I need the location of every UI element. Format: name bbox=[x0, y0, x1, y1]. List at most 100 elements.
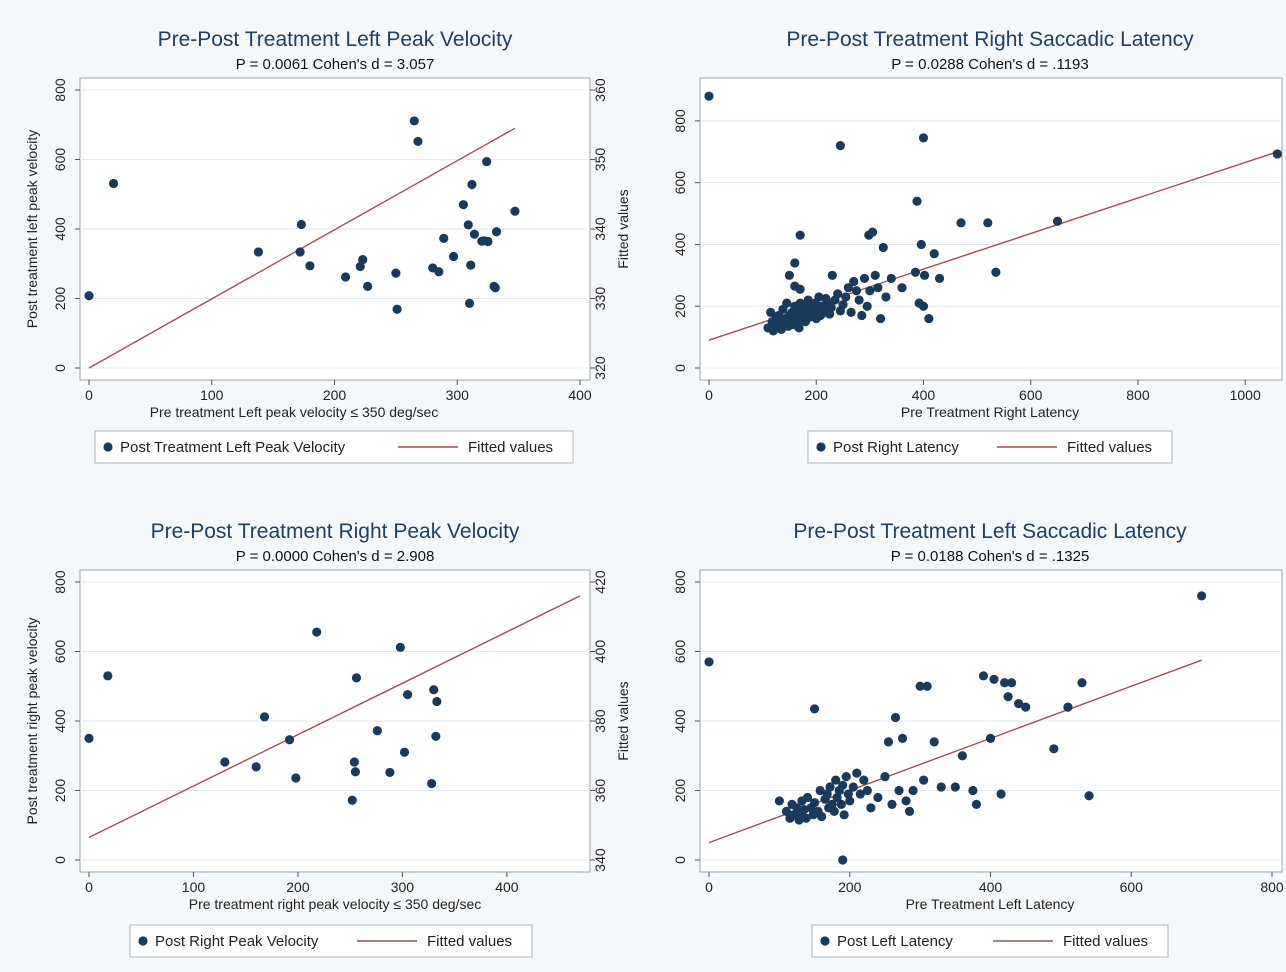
legend-box bbox=[94, 430, 574, 464]
data-point bbox=[448, 251, 459, 262]
x-tick-label: 400 bbox=[979, 879, 1003, 895]
data-point bbox=[467, 179, 477, 190]
data-point bbox=[814, 292, 824, 302]
data-point bbox=[918, 133, 929, 143]
data-point bbox=[795, 230, 805, 240]
legend-label-scatter: Post Treatment Left Peak Velocity bbox=[120, 439, 346, 456]
y-tick-label: 800 bbox=[672, 570, 688, 594]
data-point bbox=[355, 261, 365, 272]
data-point bbox=[291, 773, 301, 783]
data-point bbox=[887, 799, 897, 810]
y-tick-label: 600 bbox=[52, 640, 68, 664]
data-point bbox=[358, 254, 368, 265]
legend: Post Right Peak Velocity Fitted values bbox=[129, 924, 533, 958]
data-point bbox=[851, 286, 862, 296]
data-point bbox=[841, 772, 851, 782]
y2-tick-label: 400 bbox=[592, 640, 608, 664]
data-point bbox=[1021, 702, 1031, 712]
y-tick-label: 0 bbox=[672, 364, 688, 372]
data-point bbox=[832, 792, 842, 803]
x-tick-label: 400 bbox=[495, 879, 519, 895]
data-point bbox=[901, 796, 911, 806]
data-point bbox=[833, 289, 843, 299]
x-tick-label: 600 bbox=[1019, 387, 1043, 403]
y-tick-label: 0 bbox=[52, 856, 68, 864]
chart-subtitle: P = 0.0288 Cohen's d = .1193 bbox=[891, 56, 1088, 73]
data-point bbox=[897, 733, 908, 743]
data-point bbox=[971, 799, 982, 810]
data-point bbox=[919, 270, 930, 280]
data-point bbox=[794, 815, 804, 825]
data-point bbox=[790, 258, 800, 268]
data-point bbox=[870, 270, 880, 280]
legend-label-fitted: Fitted values bbox=[1063, 933, 1148, 950]
x-tick-label: 0 bbox=[85, 387, 93, 403]
data-point bbox=[881, 292, 891, 302]
data-point bbox=[340, 272, 351, 282]
y-tick-label: 400 bbox=[52, 217, 68, 241]
chart-panel-4: Pre-Post Treatment Left Saccadic Latency… bbox=[672, 520, 1284, 958]
data-point bbox=[991, 267, 1001, 277]
data-point bbox=[890, 712, 901, 723]
data-point bbox=[385, 767, 395, 778]
data-point bbox=[347, 795, 357, 805]
data-point bbox=[482, 156, 492, 167]
x-tick-label: 0 bbox=[85, 879, 93, 895]
data-point bbox=[873, 283, 883, 293]
data-point bbox=[894, 785, 904, 796]
legend-label-fitted: Fitted values bbox=[427, 933, 512, 950]
data-point bbox=[434, 267, 444, 277]
data-point bbox=[295, 247, 305, 257]
data-point bbox=[829, 806, 839, 816]
data-point bbox=[809, 798, 820, 808]
chart-subtitle: P = 0.0061 Cohen's d = 3.057 bbox=[236, 56, 435, 73]
data-point bbox=[878, 242, 888, 253]
fitted-line bbox=[88, 595, 581, 839]
data-point bbox=[862, 301, 872, 311]
data-point bbox=[866, 803, 876, 813]
data-point bbox=[854, 295, 864, 305]
legend-label-scatter: Post Left Latency bbox=[837, 933, 953, 950]
data-point bbox=[491, 227, 502, 237]
data-point bbox=[391, 268, 401, 278]
legend-marker bbox=[816, 442, 826, 452]
data-point bbox=[957, 751, 967, 761]
data-point bbox=[466, 260, 476, 270]
data-point bbox=[784, 270, 795, 280]
y2-tick-label: 340 bbox=[592, 848, 608, 872]
x-tick-label: 800 bbox=[1126, 387, 1150, 403]
legend-label-fitted: Fitted values bbox=[1067, 439, 1152, 456]
data-point bbox=[103, 671, 113, 681]
data-point bbox=[983, 218, 993, 228]
data-point bbox=[1014, 699, 1024, 709]
x-tick-label: 800 bbox=[1260, 879, 1284, 895]
data-point bbox=[883, 737, 894, 747]
data-point bbox=[929, 249, 939, 259]
y2-tick-label: 360 bbox=[592, 779, 608, 803]
data-point bbox=[774, 796, 784, 806]
data-point bbox=[936, 782, 946, 792]
data-point bbox=[912, 196, 922, 206]
data-point bbox=[956, 218, 966, 228]
data-point bbox=[363, 281, 373, 291]
x-axis-label: Pre Treatment Right Latency bbox=[901, 404, 1079, 420]
x-tick-label: 200 bbox=[286, 879, 310, 895]
chart-panel-3: Pre-Post Treatment Right Peak Velocity P … bbox=[24, 520, 631, 958]
data-point bbox=[464, 298, 475, 308]
data-point bbox=[296, 219, 306, 230]
data-point bbox=[867, 227, 878, 237]
data-point bbox=[1049, 744, 1059, 754]
data-point bbox=[873, 792, 883, 803]
y2-tick-label: 350 bbox=[592, 148, 608, 172]
y2-tick-label: 380 bbox=[592, 709, 608, 733]
legend-label-fitted: Fitted values bbox=[468, 439, 553, 456]
x-axis-label: Pre treatment Left peak velocity ≤ 350 d… bbox=[150, 404, 439, 420]
x-tick-label: 100 bbox=[200, 387, 224, 403]
data-point bbox=[985, 733, 996, 743]
x-tick-label: 300 bbox=[446, 387, 470, 403]
data-point bbox=[916, 239, 926, 250]
data-point bbox=[809, 704, 820, 714]
data-point bbox=[822, 789, 832, 799]
data-point bbox=[915, 681, 925, 691]
